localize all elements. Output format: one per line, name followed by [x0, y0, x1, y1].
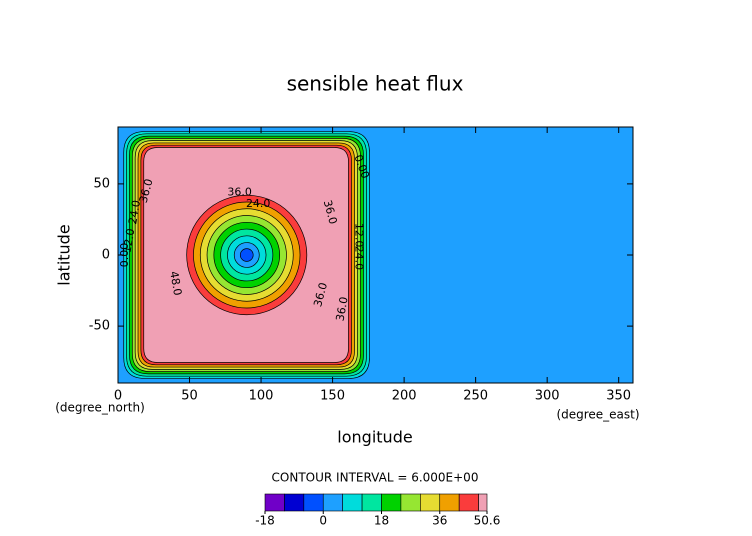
colorbar-tick-label: 36 [432, 514, 447, 528]
x-tick-label: 0 [114, 389, 122, 404]
colorbar-box [478, 493, 488, 512]
contour-label: 12.0 [352, 223, 365, 248]
contour-band [143, 147, 349, 363]
x-tick-label: 300 [535, 389, 560, 404]
y-tick-label: -50 [89, 319, 110, 334]
colorbar-box [381, 493, 402, 512]
y-axis-label: latitude [55, 224, 74, 285]
x-tick-label: 100 [249, 389, 274, 404]
colorbar-box [458, 493, 479, 512]
colorbar-tick-label: -18 [255, 514, 275, 528]
contour-label: 24.0 [246, 197, 271, 210]
contour-label: 0.00 [118, 243, 131, 268]
contour-label: 36.0 [311, 281, 330, 308]
x-tick-label: 150 [320, 389, 345, 404]
x-tick-label: 350 [606, 389, 631, 404]
colorbar-box [400, 493, 421, 512]
contour-label: 36.0 [321, 199, 340, 226]
x-unit: (degree_east) [556, 408, 639, 422]
y-tick-label: 50 [93, 176, 110, 191]
x-tick-label: 50 [181, 389, 198, 404]
colorbar-box [322, 493, 343, 512]
contour-label: 24.0 [352, 246, 365, 271]
colorbar-box [361, 493, 382, 512]
colorbar-box [284, 493, 305, 512]
colorbar-box [303, 493, 324, 512]
chart-title: sensible heat flux [287, 72, 464, 96]
contour-label: 36.0 [334, 296, 351, 322]
colorbar-box [439, 493, 460, 512]
y-unit: (degree_north) [55, 401, 145, 415]
x-axis-label: longitude [337, 428, 412, 447]
colorbar-box [264, 493, 285, 512]
contour-label: 36.0 [137, 177, 156, 204]
colorbar-tick-label: 50.6 [474, 514, 501, 528]
colorbar-box [420, 493, 441, 512]
contour-interval: CONTOUR INTERVAL = 6.000E+00 [272, 471, 479, 485]
contour-band [239, 248, 254, 262]
colorbar-tick-label: 18 [374, 514, 389, 528]
contour-label: 24.0 [126, 199, 143, 225]
y-tick-label: 0 [102, 248, 110, 263]
x-tick-label: 200 [392, 389, 417, 404]
contour-label: 12.0 [120, 227, 137, 253]
colorbar-box [342, 493, 363, 512]
x-tick-label: 250 [463, 389, 488, 404]
contour-label: 36.0 [227, 185, 252, 198]
contour-label: 48.0 [167, 270, 184, 296]
colorbar-tick-label: 0 [319, 514, 327, 528]
